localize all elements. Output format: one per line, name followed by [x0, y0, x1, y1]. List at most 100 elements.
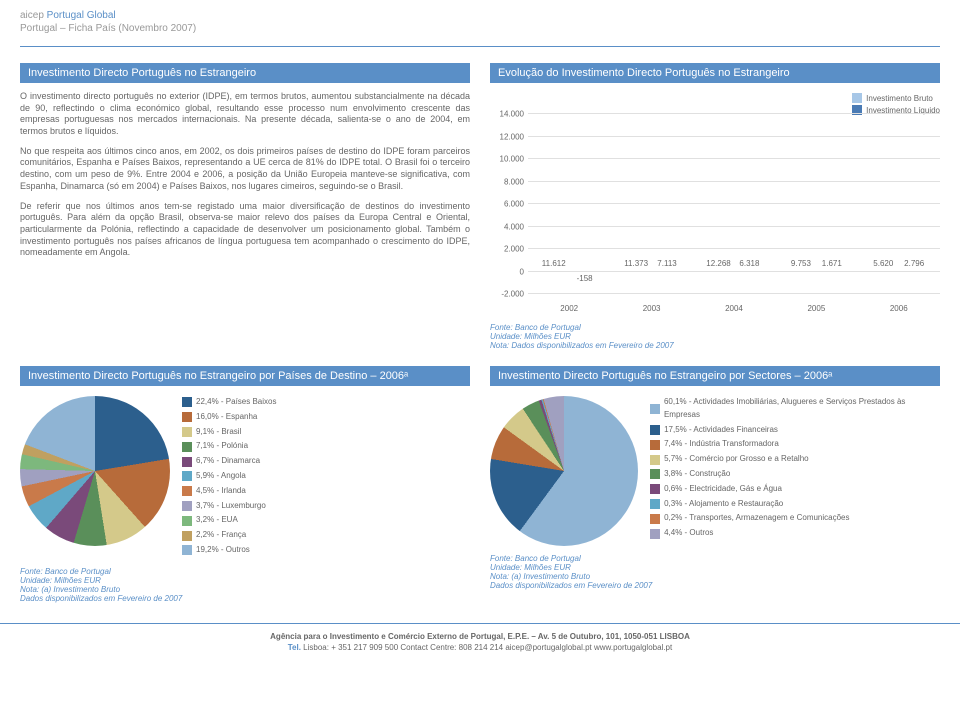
pie-legend-swatch	[650, 469, 660, 479]
pie-left-title: Investimento Directo Português no Estran…	[20, 366, 470, 386]
pie-legend-item: 60,1% - Actividades Imobiliárias, Alugue…	[650, 396, 940, 422]
pie-legend-swatch	[650, 499, 660, 509]
pie-legend-swatch	[182, 516, 192, 526]
page-header: aicep Portugal Global Portugal – Ficha P…	[0, 0, 960, 40]
pie-legend-label: 4,5% - Irlanda	[196, 485, 246, 498]
legend-item: Investimento Bruto	[852, 93, 940, 103]
bar-value-label: 6.318	[739, 259, 759, 268]
pie-legend-swatch	[182, 412, 192, 422]
footer-tel-text: Lisboa: + 351 217 909 500 Contact Centre…	[301, 643, 672, 652]
pie-legend-label: 5,7% - Comércio por Grosso e a Retalho	[664, 453, 809, 466]
footer-line2: Tel. Lisboa: + 351 217 909 500 Contact C…	[20, 643, 940, 652]
brand-subtitle: Portugal – Ficha País (Novembro 2007)	[20, 23, 940, 34]
y-tick-label: 8.000	[490, 177, 524, 186]
pie-legend-swatch	[182, 545, 192, 555]
y-tick-label: 4.000	[490, 222, 524, 231]
pie-right-chart	[490, 396, 638, 546]
pie-right-source: Fonte: Banco de Portugal Unidade: Milhõe…	[490, 554, 940, 590]
pie-legend-item: 16,0% - Espanha	[182, 411, 276, 424]
pie-left-chart	[20, 396, 170, 546]
brand-line: aicep Portugal Global	[20, 10, 940, 21]
pie-legend-swatch	[650, 514, 660, 524]
pie-legend-swatch	[182, 457, 192, 467]
pie-left-source: Fonte: Banco de Portugal Unidade: Milhõe…	[20, 567, 470, 603]
footer-tel-label: Tel.	[288, 643, 301, 652]
bar-value-label: 9.753	[791, 259, 811, 268]
pie-legend-item: 0,6% - Electricidade, Gás e Água	[650, 483, 940, 496]
pie-right-legend: 60,1% - Actividades Imobiliárias, Alugue…	[650, 396, 940, 542]
pie-legend-swatch	[182, 442, 192, 452]
pie-legend-item: 4,4% - Outros	[650, 527, 940, 540]
y-tick-label: 0	[490, 267, 524, 276]
pie-legend-item: 3,7% - Luxemburgo	[182, 500, 276, 513]
pie-legend-label: 16,0% - Espanha	[196, 411, 257, 424]
x-tick-label: 2005	[785, 304, 847, 313]
chart-source: Fonte: Banco de Portugal Unidade: Milhõe…	[490, 323, 940, 350]
bar-value-label: 11.612	[542, 259, 566, 268]
pie-legend-item: 17,5% - Actividades Financeiras	[650, 424, 940, 437]
pie-legend-label: 0,3% - Alojamento e Restauração	[664, 498, 783, 511]
pie-legend-swatch	[182, 427, 192, 437]
grid-line: 0	[528, 271, 940, 272]
pie-legend-swatch	[182, 397, 192, 407]
pie-legend-swatch	[182, 486, 192, 496]
pie-legend-item: 19,2% - Outros	[182, 544, 276, 557]
divider	[20, 46, 940, 47]
pie-legend-label: 4,4% - Outros	[664, 527, 713, 540]
pie-legend-item: 3,2% - EUA	[182, 514, 276, 527]
pie-legend-swatch	[182, 531, 192, 541]
paragraph-2: No que respeita aos últimos cinco anos, …	[20, 146, 470, 193]
pie-legend-label: 2,2% - França	[196, 529, 246, 542]
pie-row: Investimento Directo Português no Estran…	[0, 366, 960, 603]
y-tick-label: 6.000	[490, 200, 524, 209]
pie-left-legend: 22,4% - Países Baixos 16,0% - Espanha 9,1%…	[182, 396, 276, 559]
bar-value-label: 12.268	[706, 259, 730, 268]
pie-legend-item: 0,3% - Alojamento e Restauração	[650, 498, 940, 511]
pie-legend-item: 5,9% - Angola	[182, 470, 276, 483]
pie-left-wrap: 22,4% - Países Baixos 16,0% - Espanha 9,1%…	[20, 396, 470, 559]
y-tick-label: -2.000	[490, 290, 524, 299]
pie-legend-item: 4,5% - Irlanda	[182, 485, 276, 498]
section-title-chart: Evolução do Investimento Directo Portugu…	[490, 63, 940, 83]
legend-label: Investimento Bruto	[866, 94, 933, 103]
pie-legend-label: 0,2% - Transportes, Armazenagem e Comuni…	[664, 512, 849, 525]
pie-legend-label: 5,9% - Angola	[196, 470, 246, 483]
pie-legend-item: 9,1% - Brasil	[182, 426, 276, 439]
pie-legend-item: 0,2% - Transportes, Armazenagem e Comuni…	[650, 512, 940, 525]
grid-line: -2.000	[528, 293, 940, 294]
pie-legend-item: 22,4% - Países Baixos	[182, 396, 276, 409]
pie-legend-swatch	[650, 484, 660, 494]
pie-right-wrap: 60,1% - Actividades Imobiliárias, Alugue…	[490, 396, 940, 546]
pie-legend-label: 6,7% - Dinamarca	[196, 455, 260, 468]
brand-rest: Portugal Global	[44, 10, 116, 21]
bar-chart: Investimento BrutoInvestimento Líquido 1…	[490, 93, 940, 313]
x-tick-label: 2006	[868, 304, 930, 313]
pie-legend-swatch	[650, 440, 660, 450]
x-tick-label: 2002	[538, 304, 600, 313]
pie-legend-label: 0,6% - Electricidade, Gás e Água	[664, 483, 782, 496]
pie-legend-label: 3,8% - Construção	[664, 468, 730, 481]
chart-grid: 14.00012.00010.0008.0006.0004.0002.0000-…	[528, 113, 940, 293]
pie-legend-label: 3,7% - Luxemburgo	[196, 500, 266, 513]
y-tick-label: 2.000	[490, 245, 524, 254]
y-tick-label: 12.000	[490, 132, 524, 141]
pie-legend-label: 19,2% - Outros	[196, 544, 250, 557]
pie-legend-label: 17,5% - Actividades Financeiras	[664, 424, 778, 437]
bars-container: 11.612-15811.3737.11312.2686.3189.7531.6…	[528, 113, 940, 271]
bar-value-label: 1.671	[822, 259, 842, 268]
bar-value-label: -158	[577, 274, 593, 283]
y-tick-label: 14.000	[490, 110, 524, 119]
pie-left-col: Investimento Directo Português no Estran…	[20, 366, 470, 603]
pie-legend-label: 9,1% - Brasil	[196, 426, 241, 439]
pie-legend-item: 2,2% - França	[182, 529, 276, 542]
pie-legend-swatch	[182, 501, 192, 511]
pie-legend-label: 7,4% - Indústria Transformadora	[664, 438, 779, 451]
pie-legend-swatch	[650, 455, 660, 465]
pie-legend-label: 60,1% - Actividades Imobiliárias, Alugue…	[664, 396, 940, 422]
chart-column: Evolução do Investimento Directo Portugu…	[490, 63, 940, 350]
pie-legend-item: 5,7% - Comércio por Grosso e a Retalho	[650, 453, 940, 466]
bar-value-label: 11.373	[624, 259, 648, 268]
footer-line1: Agência para o Investimento e Comércio E…	[20, 632, 940, 641]
text-column: Investimento Directo Português no Estran…	[20, 63, 470, 350]
pie-legend-swatch	[182, 471, 192, 481]
